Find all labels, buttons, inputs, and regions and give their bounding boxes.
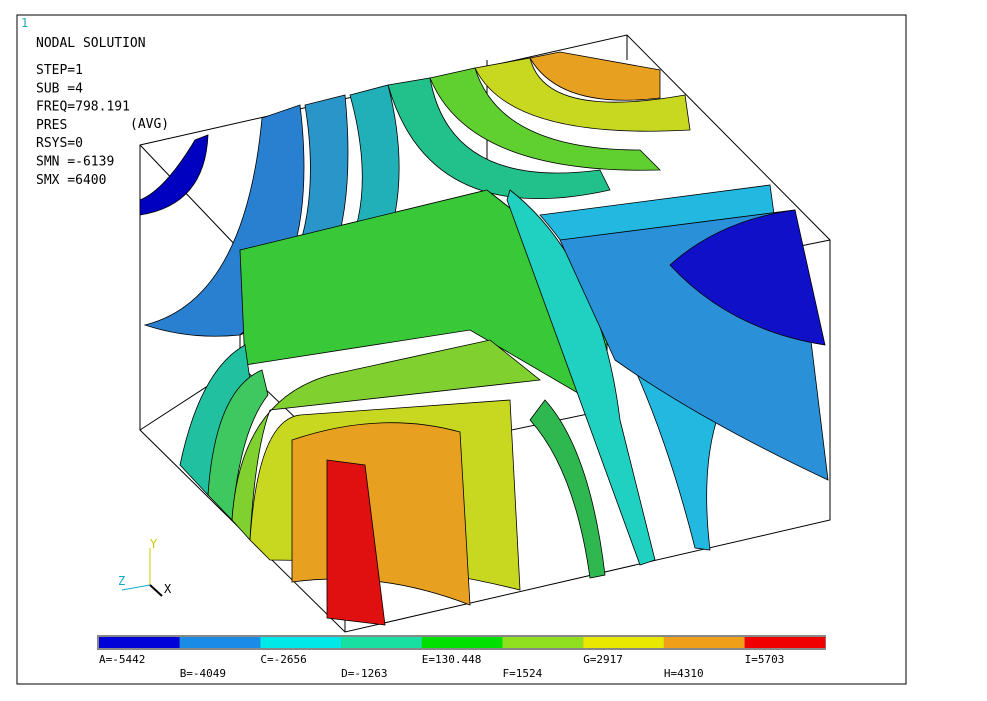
model [139, 34, 831, 633]
iso-surface [529, 51, 661, 101]
iso-surface [669, 209, 826, 346]
avg-label: (AVG) [130, 117, 169, 132]
legend-swatch [502, 637, 584, 648]
info-line: STEP=1 [36, 63, 83, 78]
viewport-number: 1 [21, 16, 28, 30]
info-line: SMX =6400 [36, 173, 106, 188]
legend-label: C=-2656 [260, 653, 306, 666]
legend-swatch [179, 637, 261, 648]
info-line: RSYS=0 [36, 136, 83, 151]
legend-swatch [583, 637, 664, 648]
iso-surface [207, 369, 269, 521]
legend-swatch [341, 637, 422, 648]
iso-surface [387, 77, 611, 200]
legend-label: G=2917 [583, 653, 623, 666]
legend-label: H=4310 [664, 667, 704, 680]
triad-z-label: Z [118, 574, 125, 588]
legend-swatch [663, 637, 745, 648]
iso-surface [529, 399, 606, 579]
info-line: SUB =4 [36, 81, 83, 96]
info-line: FREQ=798.191 [36, 100, 130, 115]
iso-surface [139, 134, 209, 216]
iso-surface [291, 422, 471, 606]
plot-title: NODAL SOLUTION [36, 36, 146, 51]
legend-swatch [744, 637, 826, 648]
legend-label: I=5703 [745, 653, 785, 666]
legend-label: B=-4049 [180, 667, 226, 680]
triad-x-axis [149, 584, 163, 597]
info-line: PRES [36, 118, 67, 133]
legend-swatch [421, 637, 503, 648]
legend-swatch [99, 637, 180, 648]
iso-surface [326, 459, 386, 626]
legend-label: A=-5442 [99, 653, 145, 666]
legend-label: E=130.448 [422, 653, 482, 666]
iso-surface [429, 67, 661, 171]
axis-triad: Y Z X [118, 537, 172, 597]
triad-x-label: X [164, 582, 172, 596]
legend-label: D=-1263 [341, 667, 387, 680]
legend-swatch [260, 637, 342, 648]
triad-y-label: Y [150, 537, 158, 551]
iso-surface [231, 339, 542, 541]
info-line: SMN =-6139 [36, 155, 114, 170]
iso-surface [474, 57, 691, 132]
info-block: STEP=1 SUB =4 FREQ=798.191 PRES RSYS=0 SMN =-… [36, 63, 130, 188]
contour-legend: A=-5442 B=-4049 C=-2656 D=-1263 E=130.448 F=1… [97, 635, 826, 680]
triad-z-axis [121, 584, 151, 591]
legend-label: F=1524 [503, 667, 543, 680]
